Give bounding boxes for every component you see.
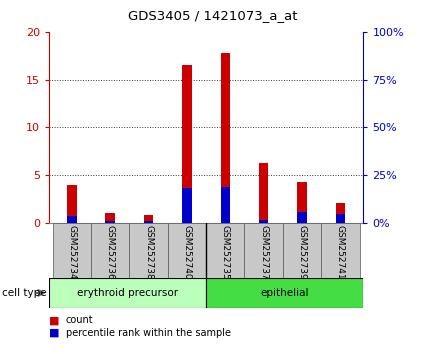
Bar <box>221 53 230 223</box>
Text: ■: ■ <box>49 328 60 338</box>
Bar <box>144 222 153 223</box>
Bar <box>130 223 168 278</box>
Text: ■: ■ <box>49 315 60 325</box>
Text: GSM252737: GSM252737 <box>259 225 268 279</box>
Text: count: count <box>66 315 94 325</box>
Bar <box>244 223 283 278</box>
Bar <box>182 188 192 223</box>
Text: GSM252740: GSM252740 <box>182 225 191 279</box>
Bar <box>297 212 307 223</box>
Text: epithelial: epithelial <box>261 288 309 298</box>
Bar <box>168 223 206 278</box>
Bar <box>259 163 269 223</box>
Text: GSM252734: GSM252734 <box>68 225 76 279</box>
Bar <box>67 216 76 223</box>
Bar <box>206 278 363 308</box>
Text: GSM252738: GSM252738 <box>144 225 153 279</box>
Bar <box>67 185 76 223</box>
Text: GSM252736: GSM252736 <box>106 225 115 279</box>
Text: cell type: cell type <box>2 288 47 298</box>
Bar <box>144 215 153 223</box>
Text: GSM252739: GSM252739 <box>298 225 306 279</box>
Text: erythroid precursor: erythroid precursor <box>77 288 178 298</box>
Text: percentile rank within the sample: percentile rank within the sample <box>66 328 231 338</box>
Bar <box>321 223 360 278</box>
Bar <box>49 278 206 308</box>
Bar <box>206 223 244 278</box>
Bar <box>259 220 269 223</box>
Text: GDS3405 / 1421073_a_at: GDS3405 / 1421073_a_at <box>128 9 297 22</box>
Text: GSM252741: GSM252741 <box>336 225 345 279</box>
Text: GSM252735: GSM252735 <box>221 225 230 279</box>
Bar <box>336 203 345 223</box>
Bar <box>336 215 345 223</box>
Bar <box>297 182 307 223</box>
Bar <box>182 65 192 223</box>
Bar <box>105 222 115 223</box>
Bar <box>53 223 91 278</box>
Bar <box>105 212 115 223</box>
Bar <box>283 223 321 278</box>
Bar <box>91 223 130 278</box>
Bar <box>221 187 230 223</box>
